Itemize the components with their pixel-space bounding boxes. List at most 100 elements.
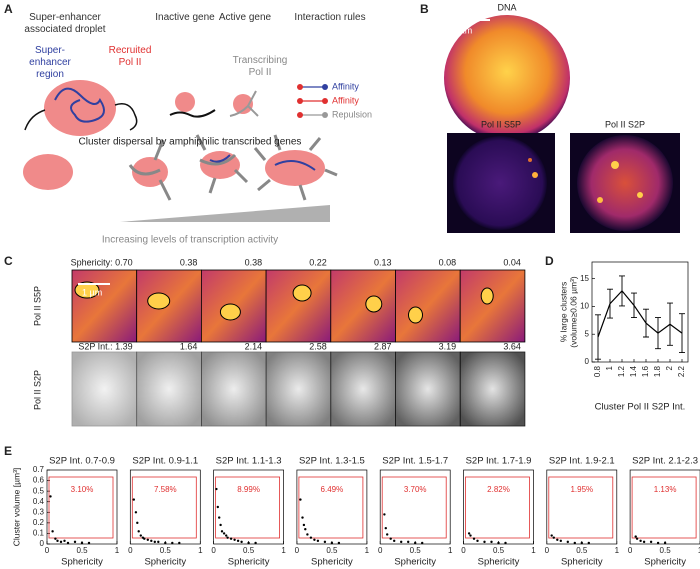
x-tick-label: 2: [665, 365, 674, 370]
chart-title: S2P Int. 1.5-1.7: [382, 456, 448, 467]
s2p-label: 1.64: [180, 341, 198, 351]
point: [472, 537, 476, 540]
point: [143, 537, 146, 540]
point: [63, 539, 66, 543]
error-bar: [667, 302, 673, 346]
y-tick-label: 0.5: [33, 486, 45, 495]
annotation: 6.49%: [321, 485, 344, 494]
row-label: Pol II S2P: [32, 370, 42, 410]
chart-title: S2P Int. 0.7-0.9: [49, 456, 115, 467]
point: [407, 540, 410, 544]
point: [337, 541, 341, 545]
x-axis-label: Sphericity: [478, 557, 520, 568]
point: [421, 541, 424, 545]
heading: Interaction rules: [294, 12, 366, 23]
s2p-label: 3.64: [503, 341, 521, 351]
x-axis-label: Cluster Pol II S2P Int.: [595, 402, 686, 413]
point: [302, 523, 306, 527]
y-tick-label: 5: [585, 329, 590, 338]
y-tick-label: 15: [580, 274, 589, 283]
x-tick-label: 1: [605, 365, 614, 370]
image-tile: [200, 351, 267, 427]
point: [153, 540, 156, 544]
point: [132, 498, 135, 501]
image-tile: [395, 351, 461, 427]
point: [400, 540, 403, 544]
annotation: 3.70%: [404, 485, 427, 494]
panel-c-tiles: [71, 269, 526, 427]
point: [316, 539, 320, 543]
point: [389, 537, 392, 540]
x-tick-label: 0: [628, 546, 633, 555]
panel-label: A: [4, 2, 13, 16]
x-tick-label: 0.8: [593, 365, 602, 377]
s2p-label: 2.87: [374, 341, 392, 351]
rule-label: Affinity: [332, 81, 359, 91]
point: [226, 536, 229, 539]
cluster-outline: [292, 284, 312, 302]
y-axis-label: % large clusters: [558, 282, 568, 342]
y-tick-label: 0.6: [33, 476, 45, 485]
chart-title: S2P Int. 1.9-2.1: [549, 456, 615, 467]
point: [656, 541, 660, 545]
chart-title: S2P Int. 1.7-1.9: [466, 456, 532, 467]
point: [483, 540, 486, 544]
chart-title: S2P Int. 0.9-1.1: [132, 456, 198, 467]
point: [219, 523, 222, 527]
x-tick-label: 0.5: [243, 546, 255, 555]
error-bar: [607, 288, 613, 319]
point: [301, 516, 304, 519]
point: [171, 541, 174, 545]
x-tick-label: 1: [615, 546, 620, 555]
scale-label: 4 µm: [452, 25, 472, 35]
x-tick-label: 0.5: [493, 546, 505, 555]
label: Transcribing Pol II: [232, 55, 288, 78]
image-tile: [330, 351, 396, 427]
y-tick-label: 0.1: [33, 529, 45, 538]
threshold-box: [381, 476, 447, 539]
point: [136, 521, 139, 525]
sphericity-label: 0.08: [439, 257, 457, 267]
point: [49, 495, 52, 498]
panel-label: D: [545, 254, 554, 268]
panel-label: C: [4, 254, 13, 268]
x-tick-label: 1: [365, 546, 370, 555]
sphericity-label: 0.38: [245, 257, 263, 267]
point: [504, 541, 507, 545]
x-tick-label: 0.5: [76, 546, 88, 555]
sphericity-label: 0.22: [309, 257, 327, 267]
axes-frame: [591, 261, 689, 363]
point: [323, 540, 327, 544]
x-axis-label: Sphericity: [144, 557, 186, 568]
annotation: 1.95%: [570, 485, 593, 494]
point: [59, 540, 63, 544]
panel-label: E: [4, 444, 12, 458]
axes-frame: [129, 469, 201, 545]
point: [642, 540, 646, 544]
x-tick-label: 1: [115, 546, 120, 555]
point: [467, 532, 471, 535]
axes-frame: [379, 469, 451, 545]
image-label: Pol II S5P: [481, 119, 521, 129]
x-axis-label: Sphericity: [311, 557, 353, 568]
annotation: 7.58%: [154, 485, 177, 494]
image-tile: [136, 351, 202, 427]
annotation: 1.13%: [654, 485, 677, 494]
point: [225, 534, 228, 537]
point: [229, 537, 233, 540]
x-axis-label: Sphericity: [394, 557, 436, 568]
x-tick-label: 1.8: [653, 365, 662, 377]
point: [66, 541, 70, 545]
s2p-label: 3.19: [439, 341, 457, 351]
point: [634, 535, 637, 538]
point: [146, 538, 149, 541]
subtitle: Cluster dispersal by amphiphilic transcr…: [79, 137, 302, 148]
image-tile: [265, 269, 332, 343]
point: [134, 511, 138, 514]
x-tick-label: 2.2: [677, 365, 686, 377]
y-tick-label: 10: [580, 302, 589, 311]
point: [304, 528, 307, 531]
label: Recruited Pol II: [108, 45, 152, 68]
point: [469, 534, 472, 537]
x-tick-label: 0: [378, 546, 383, 555]
